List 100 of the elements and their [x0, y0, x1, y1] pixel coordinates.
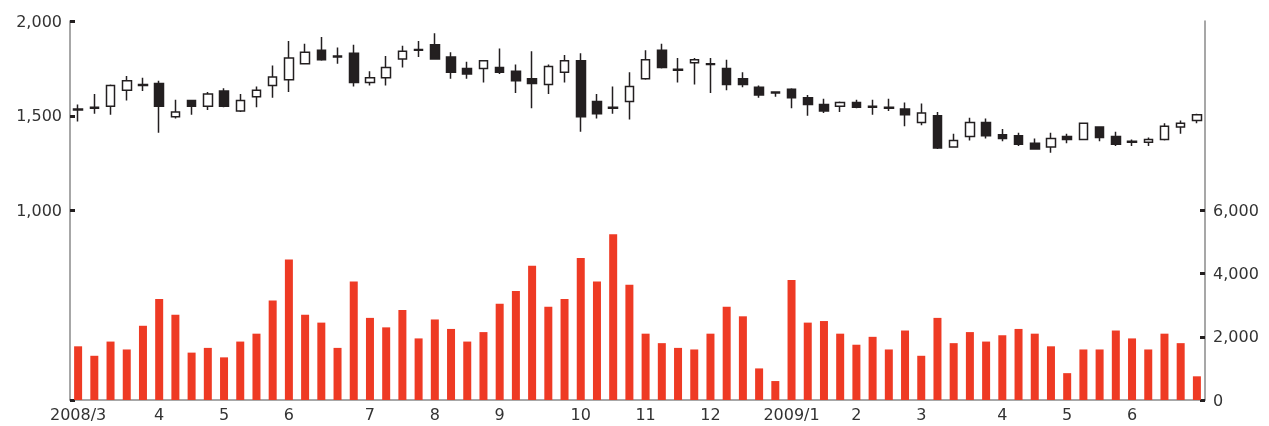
- candlestick: [218, 87, 230, 108]
- bar: [819, 321, 828, 400]
- bar: [771, 381, 780, 400]
- bar: [965, 332, 974, 400]
- y-tick-label: 1,500: [16, 106, 62, 126]
- bar: [674, 347, 683, 400]
- bar: [868, 336, 877, 400]
- candlestick: [121, 75, 133, 102]
- bar: [544, 306, 553, 400]
- y2-tick-label: 0: [1213, 390, 1224, 410]
- candlestick: [672, 57, 684, 84]
- candlestick: [1061, 133, 1073, 144]
- candlestick: [153, 79, 165, 134]
- bar: [333, 347, 342, 400]
- bar: [511, 291, 520, 400]
- candlestick: [640, 49, 651, 81]
- candlestick: [89, 93, 100, 115]
- candlestick: [1094, 125, 1105, 143]
- y2-tick-label: 2,000: [1213, 327, 1259, 347]
- bar: [365, 317, 374, 400]
- bar: [382, 327, 391, 400]
- candlestick: [770, 91, 781, 98]
- x-tick-label: 4: [997, 404, 1008, 424]
- candlestick: [656, 42, 668, 70]
- candlestick: [818, 97, 830, 114]
- bar: [317, 322, 326, 400]
- bar: [1111, 330, 1120, 400]
- candlestick: [997, 128, 1008, 143]
- bar: [884, 349, 893, 400]
- y2-tick-label: 6,000: [1213, 201, 1259, 220]
- bar: [220, 357, 229, 400]
- bar: [122, 349, 131, 400]
- candlestick: [543, 63, 554, 95]
- candlestick: [170, 98, 181, 120]
- candlestick: [235, 93, 246, 113]
- candlestick: [689, 57, 700, 86]
- y2-tick-label: 4,000: [1213, 264, 1259, 284]
- x-tick-label: 7: [364, 404, 376, 424]
- candlestick: [1045, 132, 1057, 154]
- candlestick: [364, 70, 376, 87]
- candlestick: [299, 42, 311, 66]
- bar: [398, 309, 407, 400]
- bar: [155, 298, 164, 400]
- candlestick: [1159, 122, 1170, 142]
- candlestick: [397, 44, 408, 69]
- bar: [592, 281, 601, 400]
- bar: [625, 284, 634, 400]
- x-tick-label: 5: [218, 404, 230, 424]
- x-tick-label: 10: [570, 404, 591, 424]
- candlestick: [251, 85, 262, 108]
- candlestick: [802, 94, 814, 117]
- candlestick: [916, 102, 927, 126]
- bar: [998, 335, 1007, 400]
- candlestick: [786, 87, 797, 109]
- bar: [852, 344, 861, 400]
- bar: [252, 333, 261, 400]
- candlestick: [348, 43, 360, 88]
- bar: [1144, 349, 1153, 400]
- x-tick-label: 11: [635, 404, 656, 424]
- bar: [706, 333, 715, 400]
- candlestick: [267, 64, 278, 99]
- x-tick-label: 3: [916, 404, 927, 424]
- candlestick: [105, 83, 116, 116]
- candlestick: [494, 47, 505, 75]
- bar: [1063, 373, 1072, 400]
- bar: [836, 333, 845, 400]
- bar: [917, 355, 926, 400]
- bar: [236, 341, 245, 400]
- bar: [933, 317, 942, 400]
- bar: [90, 355, 99, 400]
- candlestick: [867, 98, 878, 116]
- candlestick: [316, 36, 327, 62]
- candlestick: [445, 51, 457, 80]
- x-tick-label: 6: [283, 404, 294, 424]
- candlestick: [283, 40, 295, 93]
- bar: [755, 368, 764, 400]
- x-tick-label: 8: [429, 404, 440, 424]
- candlestick: [186, 99, 197, 116]
- bar: [576, 257, 585, 400]
- candlestick: [478, 60, 489, 84]
- bar: [187, 352, 196, 400]
- x-tick-label: 4: [154, 404, 165, 424]
- candlestick: [948, 133, 959, 148]
- bar: [528, 265, 537, 400]
- candlestick: [429, 32, 441, 61]
- candlestick: [1175, 119, 1186, 135]
- candlestick: [721, 59, 732, 91]
- candlestick: [1143, 136, 1154, 147]
- candlestick: [834, 100, 846, 113]
- bar: [284, 259, 293, 400]
- bar: [414, 338, 423, 400]
- candlestick: [899, 101, 911, 127]
- bar: [495, 303, 504, 400]
- bar: [949, 343, 958, 400]
- candlestick: [753, 84, 765, 99]
- x-tick-label: 2009/1: [763, 404, 820, 424]
- candlestick: [851, 98, 862, 109]
- candlestick: [461, 60, 473, 80]
- bar: [901, 330, 910, 400]
- bar: [138, 325, 147, 400]
